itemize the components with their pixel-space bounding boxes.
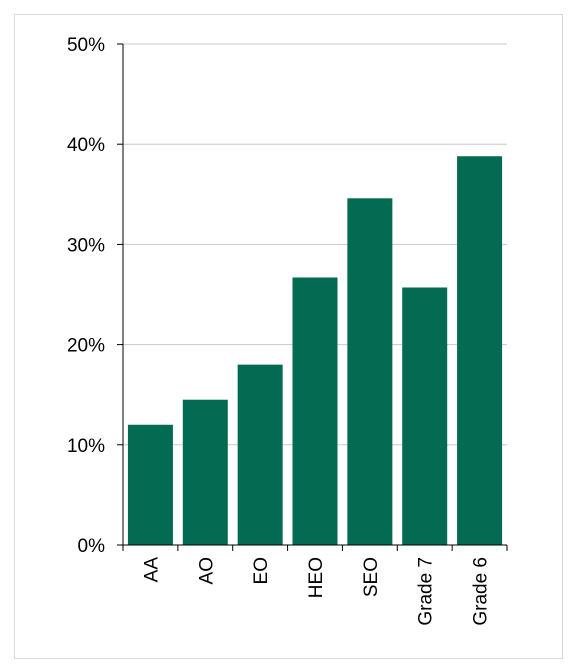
x-tick-label: AA bbox=[141, 557, 162, 583]
bar-heo bbox=[292, 277, 338, 545]
bar-aa bbox=[127, 424, 173, 545]
y-tick-label: 50% bbox=[67, 35, 105, 56]
y-tick-label: 20% bbox=[67, 336, 105, 357]
x-tick-label: SEO bbox=[361, 557, 382, 597]
y-tick-labels: 0% 10% 20% 30% 40% 50% bbox=[67, 35, 105, 557]
axes bbox=[117, 43, 508, 551]
x-tick-label: AO bbox=[196, 557, 217, 584]
y-tick-label: 30% bbox=[67, 235, 105, 256]
x-tick-label: Grade 7 bbox=[416, 557, 437, 626]
y-tick-label: 40% bbox=[67, 135, 105, 156]
bar-grade-7 bbox=[402, 287, 448, 545]
bar-grade-6 bbox=[457, 156, 503, 545]
bar-seo bbox=[347, 198, 393, 546]
x-tick-labels: AA AO EO HEO SEO Grade 7 Grade 6 bbox=[141, 557, 491, 626]
y-tick-label: 10% bbox=[67, 436, 105, 457]
bar-ao bbox=[182, 399, 228, 545]
x-tick-label: Grade 6 bbox=[471, 557, 492, 626]
x-tick-label: HEO bbox=[306, 557, 327, 598]
x-tick-label: EO bbox=[251, 557, 272, 584]
bar-eo bbox=[237, 364, 283, 545]
y-tick-label: 0% bbox=[78, 536, 106, 557]
bars bbox=[127, 156, 503, 546]
